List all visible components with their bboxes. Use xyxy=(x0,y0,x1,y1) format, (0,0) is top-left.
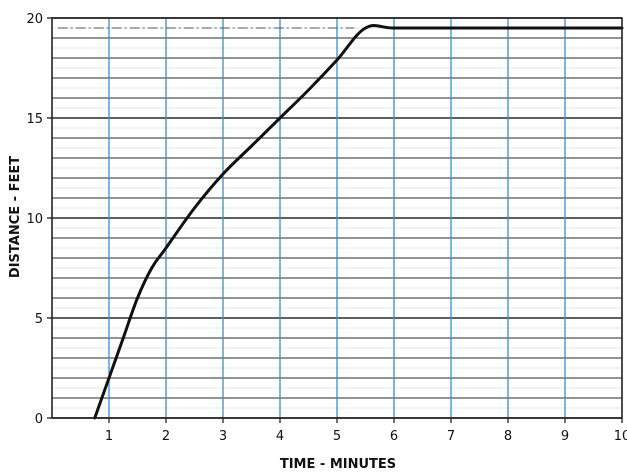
y-tick-labels: 0 5 10 15 20 xyxy=(26,12,43,427)
x-tick-labels: 1 2 3 4 5 6 7 8 9 10 xyxy=(105,429,627,444)
axes xyxy=(47,17,623,423)
y-tick-label: 20 xyxy=(26,12,43,27)
x-tick-label: 4 xyxy=(276,429,284,444)
series-layer xyxy=(93,23,624,420)
grid xyxy=(52,17,622,419)
distance-line xyxy=(93,23,624,420)
x-axis-title: TIME - MINUTES xyxy=(280,457,396,472)
x-tick-label: 9 xyxy=(561,429,569,444)
y-tick-label: 5 xyxy=(35,312,43,327)
y-tick-label: 0 xyxy=(35,412,43,427)
x-tick-label: 5 xyxy=(333,429,341,444)
x-tick-label: 7 xyxy=(447,429,455,444)
x-tick-label: 6 xyxy=(390,429,398,444)
x-tick-label: 3 xyxy=(219,429,227,444)
y-tick-label: 15 xyxy=(26,112,43,127)
y-axis-title: DISTANCE - FEET xyxy=(8,156,23,278)
x-tick-label: 8 xyxy=(504,429,512,444)
x-tick-label: 2 xyxy=(162,429,170,444)
x-tick-label: 1 xyxy=(105,429,113,444)
x-tick-label: 10 xyxy=(614,429,627,444)
y-tick-label: 10 xyxy=(26,212,43,227)
